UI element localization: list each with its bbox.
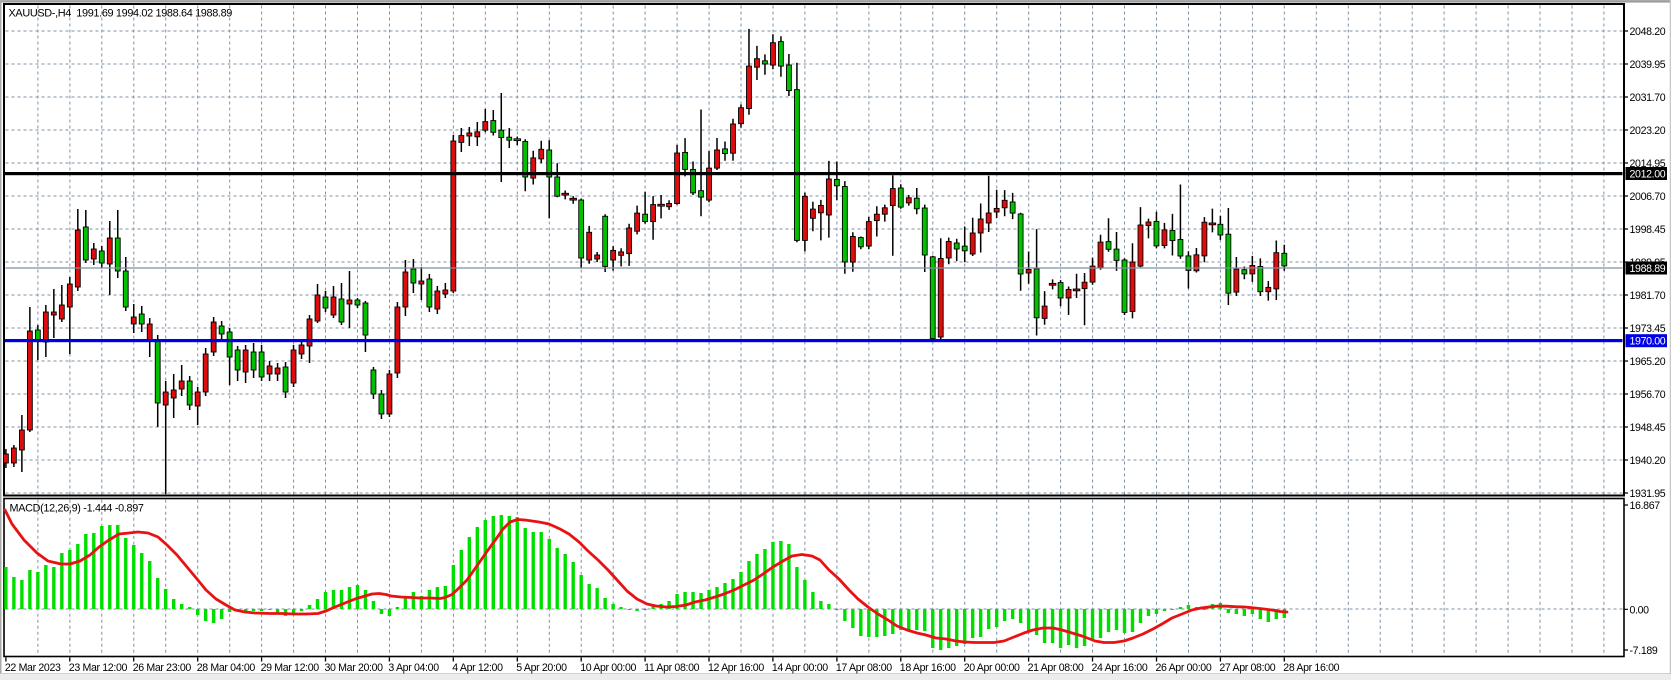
svg-text:18 Apr 16:00: 18 Apr 16:00 [900,662,956,674]
svg-text:1965.20: 1965.20 [1630,356,1666,368]
svg-text:1956.70: 1956.70 [1630,389,1666,401]
svg-text:2012.00: 2012.00 [1630,169,1666,181]
svg-text:5 Apr 20:00: 5 Apr 20:00 [516,662,567,674]
svg-text:1973.45: 1973.45 [1630,323,1666,335]
svg-text:26 Apr 00:00: 26 Apr 00:00 [1156,662,1212,674]
svg-text:XAUUSD-,H4 1991.69 1994.02 19: XAUUSD-,H4 1991.69 1994.02 1988.64 1988.… [9,8,233,20]
svg-text:10 Apr 00:00: 10 Apr 00:00 [580,662,636,674]
svg-text:22 Mar 2023: 22 Mar 2023 [5,662,61,674]
svg-text:1948.45: 1948.45 [1630,422,1666,434]
svg-text:MACD(12,26,9) -1.444 -0.897: MACD(12,26,9) -1.444 -0.897 [10,503,144,515]
svg-text:-7.189: -7.189 [1630,645,1658,657]
svg-text:24 Apr 16:00: 24 Apr 16:00 [1092,662,1148,674]
svg-text:23 Mar 12:00: 23 Mar 12:00 [69,662,128,674]
svg-text:28 Mar 04:00: 28 Mar 04:00 [197,662,256,674]
svg-text:16.867: 16.867 [1630,500,1661,512]
svg-text:30 Mar 20:00: 30 Mar 20:00 [325,662,384,674]
svg-text:2023.20: 2023.20 [1630,125,1666,137]
svg-text:1940.20: 1940.20 [1630,455,1666,467]
svg-text:11 Apr 08:00: 11 Apr 08:00 [644,662,700,674]
svg-text:1988.89: 1988.89 [1630,263,1666,275]
svg-text:1970.00: 1970.00 [1630,336,1666,348]
svg-text:0.00: 0.00 [1630,604,1650,616]
svg-text:4 Apr 12:00: 4 Apr 12:00 [452,662,503,674]
svg-text:2006.70: 2006.70 [1630,191,1666,203]
svg-text:29 Mar 12:00: 29 Mar 12:00 [261,662,320,674]
svg-text:27 Apr 08:00: 27 Apr 08:00 [1219,662,1275,674]
svg-text:1998.45: 1998.45 [1630,224,1666,236]
svg-text:2048.20: 2048.20 [1630,26,1666,38]
svg-text:1981.70: 1981.70 [1630,290,1666,302]
svg-text:21 Apr 08:00: 21 Apr 08:00 [1028,662,1084,674]
svg-text:3 Apr 04:00: 3 Apr 04:00 [388,662,439,674]
svg-text:12 Apr 16:00: 12 Apr 16:00 [708,662,764,674]
svg-text:1931.95: 1931.95 [1630,488,1666,500]
svg-text:17 Apr 08:00: 17 Apr 08:00 [836,662,892,674]
svg-text:28 Apr 16:00: 28 Apr 16:00 [1283,662,1339,674]
svg-text:20 Apr 00:00: 20 Apr 00:00 [964,662,1020,674]
svg-text:2031.70: 2031.70 [1630,92,1666,104]
svg-text:2039.95: 2039.95 [1630,59,1666,71]
svg-text:14 Apr 00:00: 14 Apr 00:00 [772,662,828,674]
svg-text:26 Mar 23:00: 26 Mar 23:00 [133,662,192,674]
